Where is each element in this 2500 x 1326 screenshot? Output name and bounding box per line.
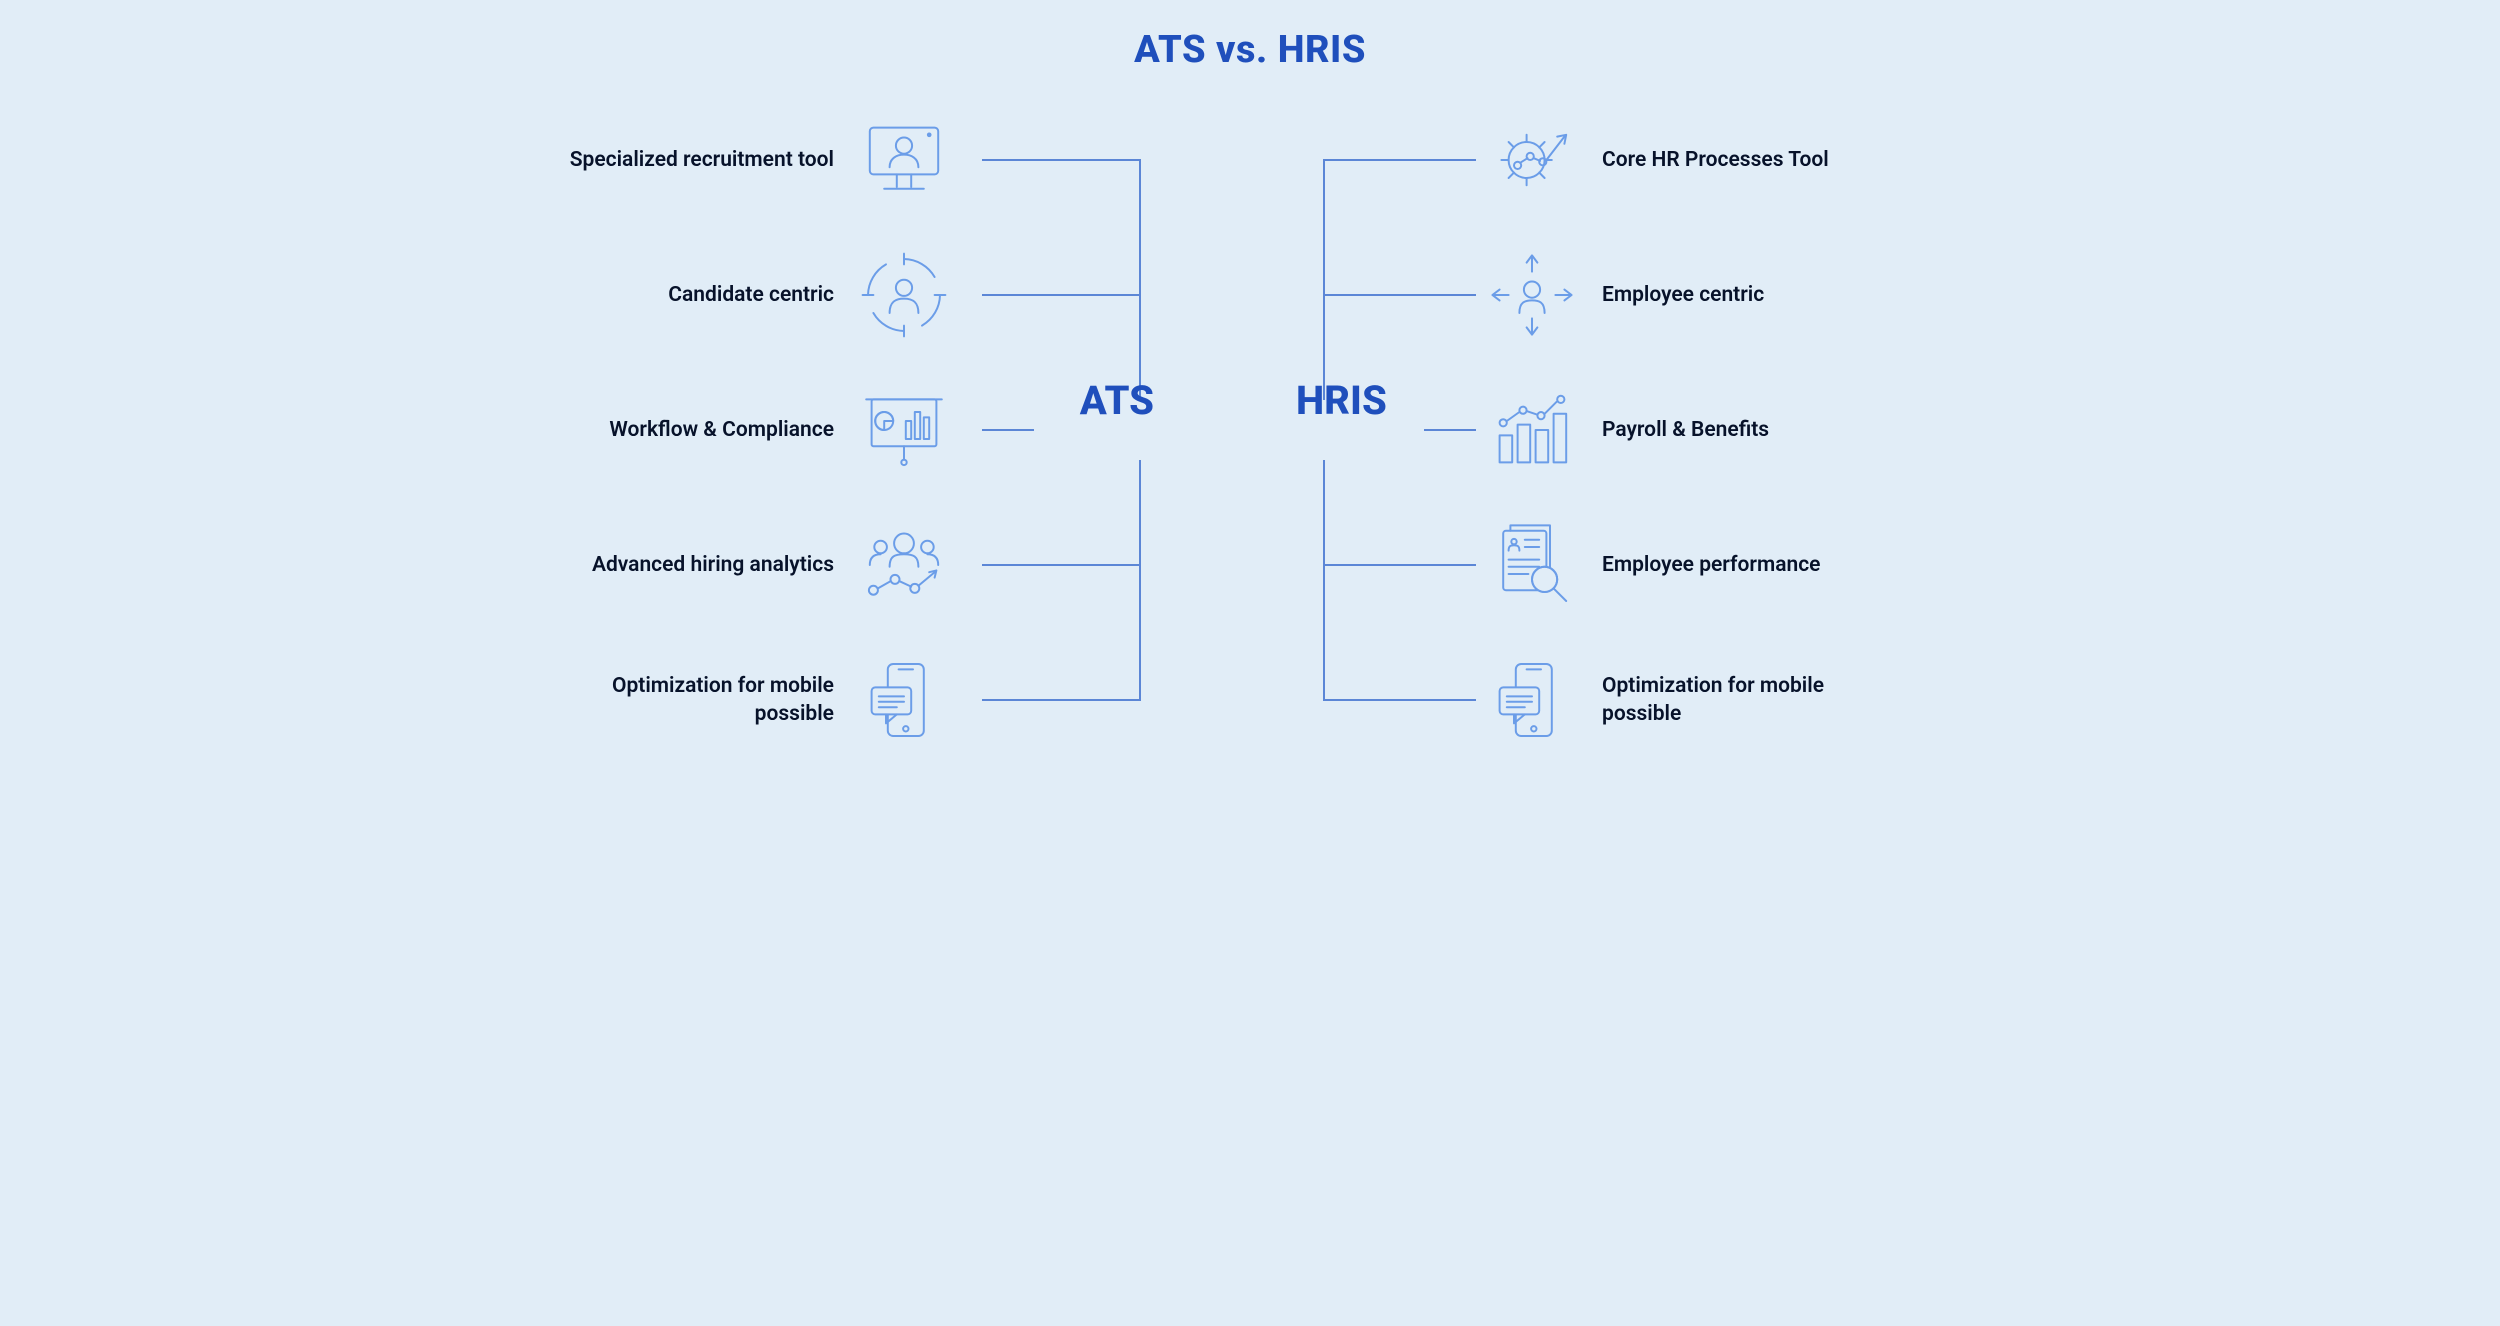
mobile-chat-icon bbox=[1484, 652, 1580, 748]
feature-label: Candidate centric bbox=[554, 281, 834, 309]
feature-label: Optimization for mobile possible bbox=[554, 672, 834, 729]
right-feature-item: Payroll & Benefits bbox=[1484, 382, 1964, 478]
bar-chart-icon bbox=[1484, 382, 1580, 478]
feature-label: Core HR Processes Tool bbox=[1602, 146, 1882, 174]
person-arrows-icon bbox=[1484, 247, 1580, 343]
right-feature-item: Core HR Processes Tool bbox=[1484, 112, 1964, 208]
gear-trend-icon bbox=[1484, 112, 1580, 208]
left-feature-item: Optimization for mobile possible bbox=[554, 652, 974, 748]
left-feature-item: Candidate centric bbox=[554, 247, 974, 343]
page-title: ATS vs. HRIS bbox=[494, 28, 2006, 72]
hris-center-label: HRIS bbox=[1296, 381, 1387, 421]
feature-label: Specialized recruitment tool bbox=[554, 146, 834, 174]
ats-center-label: ATS bbox=[1080, 381, 1154, 421]
people-trend-icon bbox=[856, 517, 952, 613]
crosshair-person-icon bbox=[856, 247, 952, 343]
feature-label: Employee performance bbox=[1602, 551, 1882, 579]
feature-label: Workflow & Compliance bbox=[554, 416, 834, 444]
right-feature-item: Employee performance bbox=[1484, 517, 1964, 613]
left-feature-item: Specialized recruitment tool bbox=[554, 112, 974, 208]
feature-label: Optimization for mobile possible bbox=[1602, 672, 1882, 729]
right-feature-item: Employee centric bbox=[1484, 247, 1964, 343]
mobile-chat-icon bbox=[856, 652, 952, 748]
monitor-person-icon bbox=[856, 112, 952, 208]
left-feature-item: Workflow & Compliance bbox=[554, 382, 974, 478]
feature-label: Payroll & Benefits bbox=[1602, 416, 1882, 444]
left-feature-item: Advanced hiring analytics bbox=[554, 517, 974, 613]
feature-label: Employee centric bbox=[1602, 281, 1882, 309]
right-feature-item: Optimization for mobile possible bbox=[1484, 652, 1964, 748]
feature-label: Advanced hiring analytics bbox=[554, 551, 834, 579]
doc-magnify-icon bbox=[1484, 517, 1580, 613]
comparison-diagram: ATS vs. HRIS ATS HRIS Specialized recrui… bbox=[494, 0, 2006, 802]
presentation-chart-icon bbox=[856, 382, 952, 478]
